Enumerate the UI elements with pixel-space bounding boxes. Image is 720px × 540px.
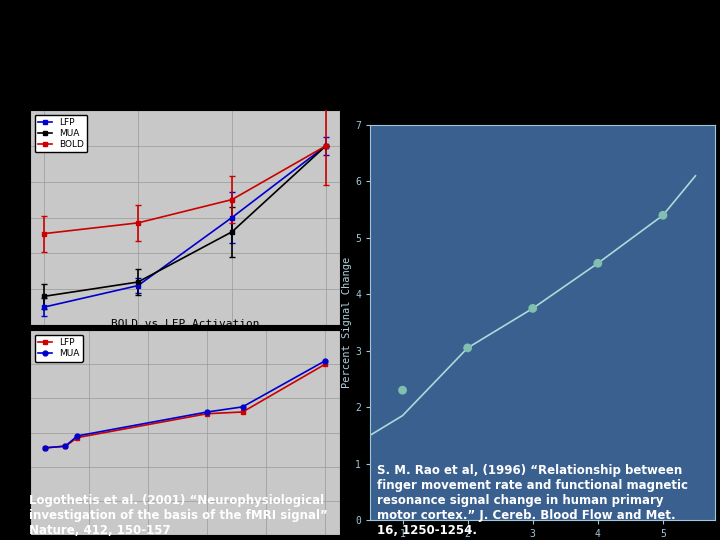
Title: Contrast Response: Contrast Response: [127, 99, 243, 109]
Text: Logothetis et al. (2001) “Neurophysiological
investigation of the basis of the f: Logothetis et al. (2001) “Neurophysiolog…: [29, 494, 328, 537]
MUA: [40, 444, 49, 451]
Point: [657, 211, 669, 220]
MUA: [238, 403, 247, 410]
Y-axis label: Percent Signal Change: Percent Signal Change: [342, 257, 352, 388]
MUA: [73, 433, 81, 439]
Text: S. M. Rao et al, (1996) “Relationship between
finger movement rate and functiona: S. M. Rao et al, (1996) “Relationship be…: [377, 464, 688, 537]
X-axis label: Michelson Contrast: Michelson Contrast: [132, 343, 238, 353]
Line: LFP: LFP: [42, 362, 328, 450]
Y-axis label: Normalized BOLD Activation: Normalized BOLD Activation: [0, 368, 6, 497]
LFP: [203, 410, 212, 417]
Line: MUA: MUA: [42, 359, 328, 450]
LFP: [40, 444, 49, 451]
LFP: [321, 361, 330, 367]
LFP: [238, 409, 247, 415]
LFP: [61, 443, 70, 449]
MUA: [203, 409, 212, 415]
Legend: LFP, MUA, BOLD: LFP, MUA, BOLD: [35, 114, 87, 152]
Point: [527, 304, 539, 313]
MUA: [61, 443, 70, 449]
LFP: [73, 434, 81, 441]
Title: BOLD vs LFP Activation: BOLD vs LFP Activation: [111, 319, 259, 329]
Point: [592, 259, 603, 268]
Y-axis label: Normalized Response: Normalized Response: [0, 166, 6, 268]
MUA: [321, 357, 330, 364]
Point: [462, 343, 474, 352]
Point: [397, 386, 408, 395]
Legend: LFP, MUA: LFP, MUA: [35, 334, 83, 362]
